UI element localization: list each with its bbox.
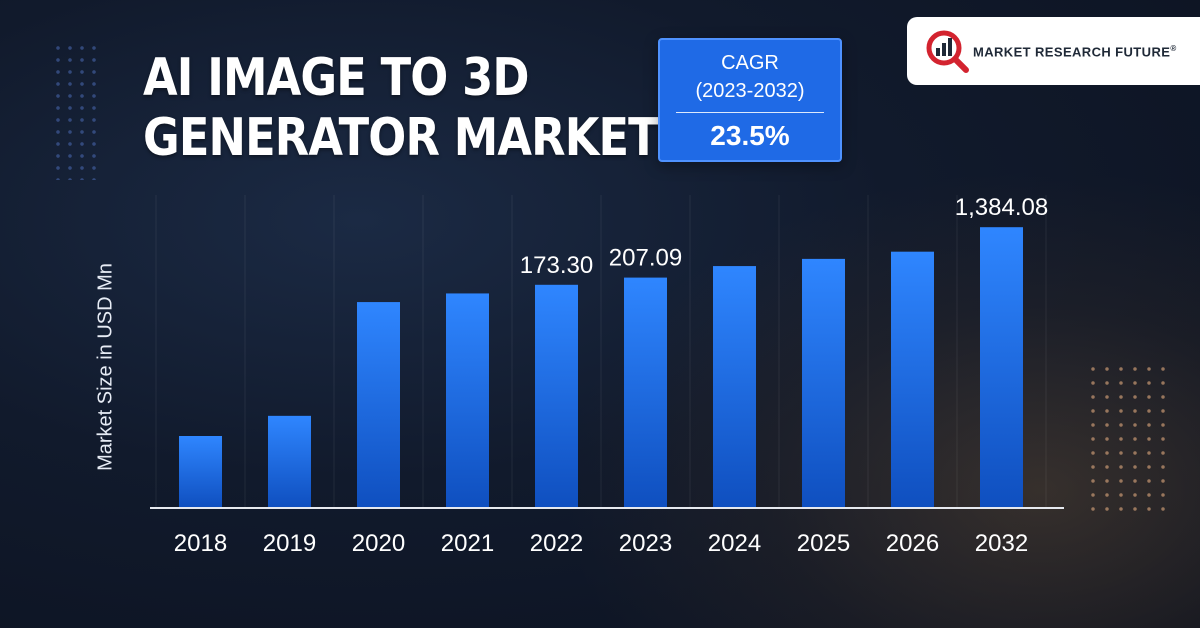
registered-mark: ® [1170, 44, 1177, 53]
bar-2024 [713, 266, 756, 508]
x-tick-label-2021: 2021 [441, 530, 494, 557]
x-tick-label-2026: 2026 [886, 530, 939, 557]
bar-2032 [980, 227, 1023, 508]
title-line-1: AI IMAGE TO 3D [143, 48, 530, 108]
bar-2022 [535, 284, 578, 508]
data-label-2022: 173.30 [520, 252, 593, 279]
title-line-2: GENERATOR MARKET [143, 108, 659, 168]
x-tick-label-2022: 2022 [530, 530, 583, 557]
brand-logo: MARKET RESEARCH FUTURE® [907, 17, 1200, 85]
x-tick-label-2024: 2024 [708, 530, 761, 557]
x-tick-label-2032: 2032 [975, 530, 1028, 557]
cagr-box: CAGR (2023-2032) 23.5% [658, 38, 842, 162]
data-label-2023: 207.09 [609, 245, 682, 272]
bar-2019 [268, 415, 311, 508]
cagr-divider [676, 112, 824, 113]
cagr-period: (2023-2032) [695, 80, 805, 102]
data-label-2032: 1,384.08 [955, 194, 1048, 221]
x-tick-label-2025: 2025 [797, 530, 850, 557]
bar-2023 [624, 277, 667, 508]
x-tick-label-2019: 2019 [263, 530, 316, 557]
decorative-dots-bottom-right [1086, 362, 1170, 512]
x-tick-label-2023: 2023 [619, 530, 672, 557]
bar-2021 [446, 293, 489, 508]
brand-name-text: MARKET RESEARCH FUTURE [973, 44, 1171, 60]
decorative-dots-top-left [52, 42, 102, 180]
x-tick-label-2020: 2020 [352, 530, 405, 557]
bar-2020 [357, 302, 400, 508]
magnifier-chart-icon [926, 30, 969, 73]
brand-name: MARKET RESEARCH FUTURE® [973, 44, 1177, 59]
bar-2018 [179, 436, 222, 508]
bar-2025 [802, 258, 845, 508]
cagr-value: 23.5% [710, 120, 790, 151]
bar-2026 [891, 251, 934, 508]
x-tick-label-2018: 2018 [174, 530, 227, 557]
chart-title: AI IMAGE TO 3D GENERATOR MARKET [143, 48, 659, 168]
cagr-label: CAGR [721, 52, 779, 74]
